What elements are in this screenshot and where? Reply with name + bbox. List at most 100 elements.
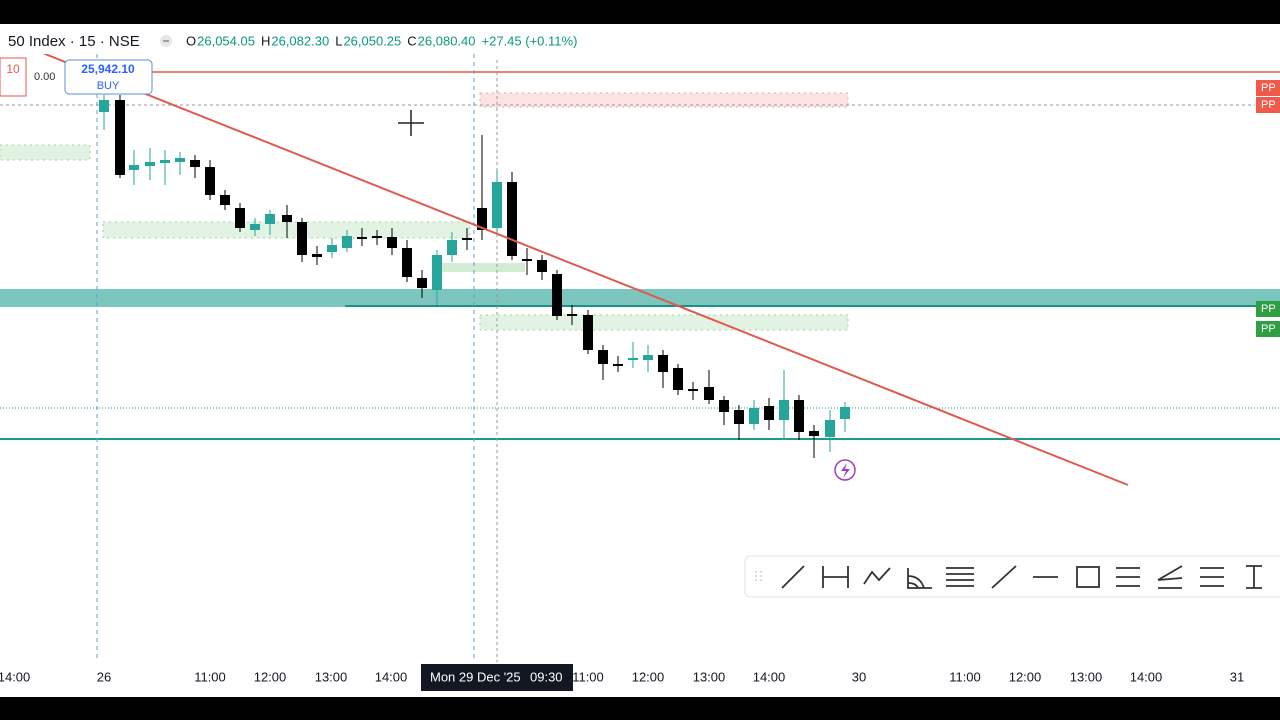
time-label: 11:00 [572, 669, 604, 684]
candles [99, 95, 850, 458]
candle-body [749, 408, 759, 424]
candle-body [688, 389, 698, 391]
time-label: 12:00 [254, 669, 287, 684]
candle-body [417, 278, 427, 288]
tool-fib-fan[interactable] [907, 568, 932, 589]
candle-body [372, 236, 382, 238]
tool-measure[interactable] [1246, 565, 1262, 589]
candle-body [809, 431, 819, 436]
candle-body [387, 237, 397, 248]
time-label: 26 [97, 669, 111, 684]
right-labels: PP PP PP PP [1256, 80, 1280, 337]
candle-body [327, 245, 337, 252]
ohlc-label: O [186, 33, 196, 48]
zone [440, 263, 525, 272]
candle-body [297, 222, 307, 255]
candle-body [779, 400, 789, 420]
time-label: 30 [852, 669, 866, 684]
ohlc-value: 26,050.25 [343, 33, 401, 48]
pp-tag [1256, 80, 1280, 96]
ohlc-value: 26,054.05 [197, 33, 255, 48]
candle-body [250, 224, 260, 230]
order-side: BUY [97, 80, 120, 92]
candle-body [282, 215, 292, 222]
time-label: 13:00 [1070, 669, 1103, 684]
tool-channel[interactable] [1116, 567, 1140, 587]
candle-body [447, 240, 457, 255]
candle-body [115, 100, 125, 175]
tool-pitchfork[interactable] [1157, 565, 1183, 589]
time-label: 11:00 [949, 669, 981, 684]
ohlc-label: C [407, 33, 416, 48]
candle-body [175, 158, 185, 162]
drag-handle[interactable] [755, 571, 762, 583]
time-label: 14:00 [0, 669, 30, 684]
tool-lines[interactable] [1200, 567, 1224, 587]
zone [0, 144, 91, 161]
time-label: 14:00 [753, 669, 786, 684]
band [0, 289, 1280, 307]
time-label: 13:00 [315, 669, 348, 684]
candle-body [265, 214, 275, 224]
candle-body [145, 162, 155, 166]
order-box[interactable] [64, 59, 153, 95]
zone [479, 92, 849, 108]
tool-trendline[interactable] [781, 565, 805, 589]
alert-glyph [841, 463, 850, 478]
candle-body [357, 237, 367, 239]
candle-body [220, 195, 230, 205]
pp-tag [1256, 321, 1280, 337]
ohlc: O 26,054.05 H 26,082.30 L 26,050.25 C 26,080.40… [186, 33, 577, 48]
candle-body [190, 160, 200, 167]
tool-fib[interactable] [946, 567, 974, 587]
cursor-time: 09:30 [530, 669, 563, 684]
tool-path[interactable] [863, 567, 891, 585]
candle-body [552, 274, 562, 316]
left-tag [0, 57, 27, 97]
candle-body [402, 248, 412, 277]
header-bg [0, 28, 620, 54]
time-label: 12:00 [632, 669, 665, 684]
candle-body [764, 406, 774, 420]
drawing-toolbar [744, 555, 1280, 598]
pp-label: PP [1261, 323, 1276, 335]
ohlc-value: 26,082.30 [271, 33, 329, 48]
time-label: 11:00 [194, 669, 226, 684]
candle-body [673, 368, 683, 390]
candle-body [840, 407, 850, 419]
time-label: 14:00 [1130, 669, 1163, 684]
candle-body [312, 254, 322, 257]
toolbar [744, 555, 1280, 598]
pp-label: PP [1261, 303, 1276, 315]
candle-body [342, 236, 352, 248]
tool-range[interactable] [822, 566, 849, 588]
time-label: 14:00 [375, 669, 408, 684]
ohlc-label: L [335, 33, 342, 48]
candle-body [99, 100, 109, 112]
left-value: 0.00 [34, 71, 55, 83]
ohlc-label: H [261, 33, 270, 48]
ohlc-value: 26,080.40 [418, 33, 476, 48]
time-label: 12:00 [1009, 669, 1042, 684]
change: +27.45 (+0.11%) [482, 33, 578, 48]
pp-label: PP [1261, 82, 1276, 94]
time-label: 31 [1230, 669, 1244, 684]
candle-body [613, 364, 623, 366]
candle-body [719, 400, 729, 412]
candle-body [794, 400, 804, 432]
candle-body [734, 410, 744, 424]
candle-body [235, 208, 245, 228]
candle-body [704, 387, 714, 400]
candle-body [205, 167, 215, 195]
candle-body [537, 260, 547, 272]
symbol: 50 Index · 15 · NSE [8, 33, 140, 50]
candle-body [522, 259, 532, 261]
tool-rect[interactable] [1076, 566, 1100, 588]
candle-body [477, 208, 487, 230]
candle-body [432, 255, 442, 290]
candle-body [567, 314, 577, 316]
candle-body [462, 238, 472, 240]
tool-ray[interactable] [991, 565, 1017, 589]
